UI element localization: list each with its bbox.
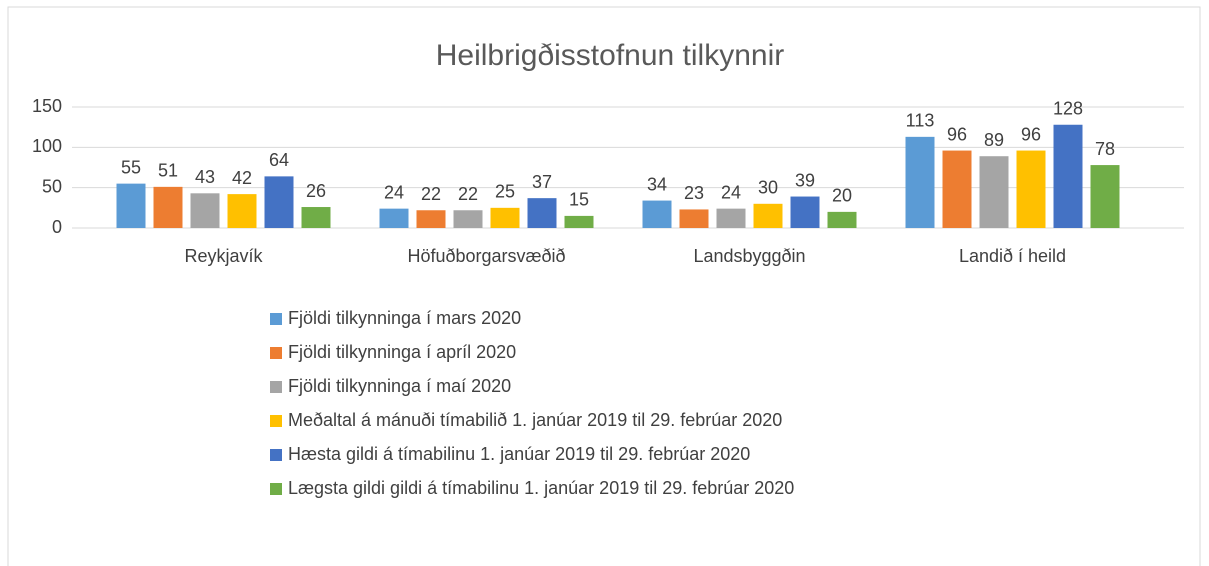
- y-tick-label: 0: [52, 217, 62, 237]
- bar: [827, 211, 857, 228]
- data-label: 34: [647, 174, 667, 194]
- data-label: 96: [947, 124, 967, 144]
- data-label: 113: [906, 111, 935, 131]
- bar: [379, 208, 409, 228]
- bar: [790, 196, 820, 228]
- data-label: 37: [532, 172, 552, 192]
- bar: [301, 207, 331, 228]
- data-label: 24: [384, 182, 404, 202]
- data-label: 43: [195, 167, 215, 187]
- x-tick-label: Reykjavík: [184, 246, 263, 266]
- x-tick-label: Landið í heild: [959, 246, 1066, 266]
- bar: [453, 210, 483, 228]
- legend-label: Fjöldi tilkynninga í maí 2020: [288, 376, 511, 396]
- legend-label: Lægsta gildi gildi á tímabilinu 1. janúa…: [288, 478, 794, 498]
- bar: [564, 215, 594, 228]
- bar: [679, 209, 709, 228]
- bar: [1016, 150, 1046, 228]
- bar: [116, 183, 146, 228]
- bar: [1053, 124, 1083, 228]
- bar: [153, 186, 183, 228]
- chart-title: Heilbrigðisstofnun tilkynnir: [436, 39, 785, 72]
- y-tick-label: 100: [32, 136, 62, 156]
- bar: [716, 208, 746, 228]
- data-label: 24: [721, 182, 741, 202]
- data-label: 55: [121, 157, 141, 177]
- chart-frame: [7, 6, 1201, 566]
- bar: [416, 210, 446, 228]
- data-label: 22: [458, 184, 478, 204]
- data-label: 78: [1095, 139, 1115, 159]
- data-label: 15: [569, 190, 589, 210]
- data-label: 128: [1053, 98, 1083, 118]
- data-label: 22: [421, 184, 441, 204]
- legend-swatch: [270, 313, 282, 325]
- bar: [527, 198, 557, 228]
- bar: [190, 193, 220, 228]
- y-tick-label: 50: [42, 176, 62, 196]
- legend-label: Hæsta gildi á tímabilinu 1. janúar 2019 …: [288, 444, 750, 464]
- legend-swatch: [270, 381, 282, 393]
- data-label: 64: [269, 150, 289, 170]
- legend-swatch: [270, 483, 282, 495]
- data-label: 30: [758, 178, 778, 198]
- data-label: 20: [832, 186, 852, 206]
- legend-swatch: [270, 347, 282, 359]
- data-label: 23: [684, 183, 704, 203]
- bar: [753, 203, 783, 228]
- data-label: 96: [1021, 124, 1041, 144]
- x-tick-label: Landsbyggðin: [693, 246, 805, 266]
- legend-label: Fjöldi tilkynninga í apríl 2020: [288, 342, 516, 362]
- data-label: 42: [232, 168, 252, 188]
- y-tick-label: 150: [32, 96, 62, 116]
- data-label: 26: [306, 181, 326, 201]
- bar: [227, 194, 257, 228]
- bar: [642, 200, 672, 228]
- data-label: 89: [984, 130, 1004, 150]
- legend-label: Fjöldi tilkynninga í mars 2020: [288, 308, 521, 328]
- bar: [942, 150, 972, 228]
- data-label: 39: [795, 170, 815, 190]
- legend-swatch: [270, 415, 282, 427]
- legend-swatch: [270, 449, 282, 461]
- legend-label: Meðaltal á mánuði tímabilið 1. janúar 20…: [288, 410, 782, 430]
- bar: [264, 176, 294, 228]
- bar: [905, 136, 935, 228]
- bar: [979, 156, 1009, 228]
- data-label: 25: [495, 182, 515, 202]
- bar: [490, 207, 520, 228]
- data-label: 51: [158, 161, 178, 181]
- x-tick-label: Höfuðborgarsvæðið: [407, 246, 565, 266]
- bar: [1090, 165, 1120, 228]
